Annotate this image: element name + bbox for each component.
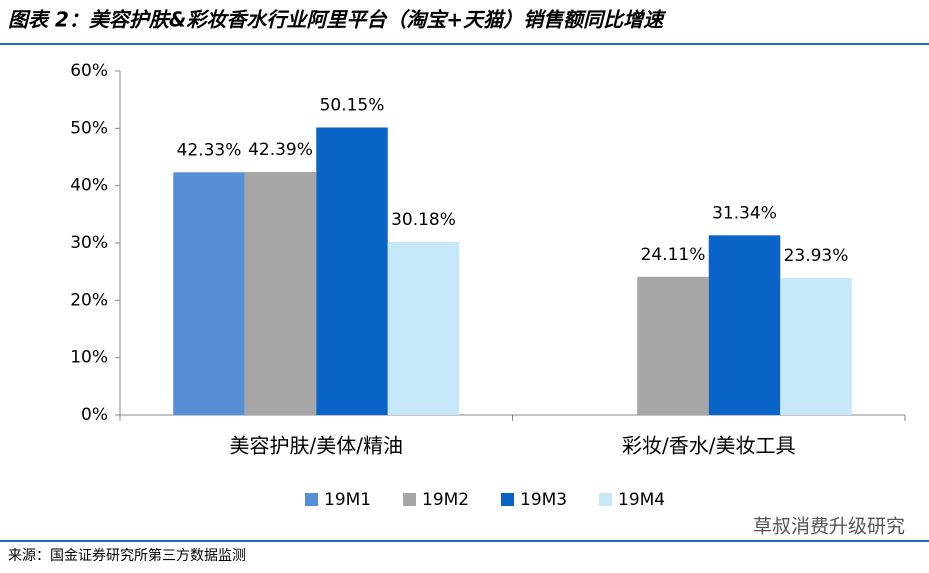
bar [173, 172, 245, 415]
bar [637, 276, 709, 415]
chart-title: 图表 2：美容护肤&彩妆香水行业阿里平台（淘宝+天猫）销售额同比增速 [8, 8, 667, 32]
value-label: 31.34% [712, 203, 777, 223]
bar [780, 277, 852, 415]
legend-label: 19M2 [422, 490, 469, 510]
y-tick-label: 40% [70, 176, 108, 196]
y-tick-label: 10% [70, 348, 108, 368]
y-tick-label: 50% [70, 118, 108, 138]
legend-swatch [305, 493, 318, 506]
legend-label: 19M3 [520, 490, 567, 510]
bar [387, 241, 460, 415]
y-tick-label: 60% [70, 61, 108, 81]
watermark: 草叔消费升级研究 [753, 516, 905, 538]
y-tick-label: 20% [70, 290, 108, 310]
legend-swatch [599, 493, 612, 506]
x-tick-label: 美容护肤/美体/精油 [230, 434, 403, 458]
bar [244, 171, 317, 415]
value-label: 50.15% [320, 95, 385, 115]
legend-swatch [403, 493, 416, 506]
source-note: 来源：国金证券研究所第三方数据监测 [8, 547, 246, 564]
value-label: 23.93% [784, 246, 849, 266]
value-label: 24.11% [641, 245, 706, 265]
y-tick-label: 30% [70, 233, 108, 253]
x-tick-label: 彩妆/香水/美妆工具 [622, 434, 795, 458]
legend-label: 19M4 [618, 490, 665, 510]
value-label: 42.39% [248, 140, 313, 160]
value-label: 30.18% [391, 210, 456, 230]
bar [708, 235, 781, 415]
legend-label: 19M1 [324, 490, 371, 510]
bar [316, 127, 388, 416]
value-label: 42.33% [177, 140, 242, 160]
legend-swatch [501, 493, 514, 506]
y-tick-label: 0% [81, 405, 108, 425]
